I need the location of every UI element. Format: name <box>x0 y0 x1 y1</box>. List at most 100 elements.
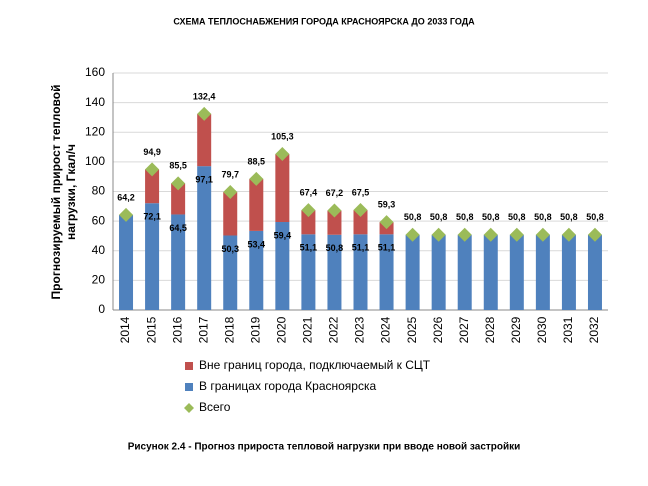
bar-segment <box>275 222 290 310</box>
data-label: 67,2 <box>326 188 344 198</box>
x-tick-label: 2030 <box>535 316 549 343</box>
legend-swatch <box>185 383 193 391</box>
caption: Рисунок 2.4 - Прогноз прироста тепловой … <box>128 442 521 453</box>
data-label: 132,4 <box>193 91 216 101</box>
total-marker <box>535 227 550 242</box>
bar-segment <box>327 234 342 310</box>
bar-segment <box>275 154 290 223</box>
x-tick-label: 2018 <box>222 316 236 343</box>
data-label: 97,1 <box>195 175 213 185</box>
legend-label: В границах города Красноярска <box>199 379 376 393</box>
bar-segment <box>353 234 368 310</box>
bar-segment <box>301 210 316 235</box>
data-label: 51,1 <box>300 243 318 253</box>
bar-segment <box>223 191 238 236</box>
data-label: 53,4 <box>248 239 266 249</box>
x-tick-label: 2028 <box>483 316 497 343</box>
y-tick-label: 40 <box>92 243 106 257</box>
y-axis-label: нагрузки, Гкал/ч <box>64 144 78 240</box>
x-tick-label: 2027 <box>457 316 471 343</box>
data-label: 85,5 <box>169 161 187 171</box>
data-label: 64,2 <box>117 192 135 202</box>
bar-segment <box>509 234 524 310</box>
x-tick-label: 2021 <box>301 316 315 343</box>
legend-swatch <box>185 362 193 370</box>
x-tick-label: 2031 <box>561 316 575 343</box>
total-marker <box>145 162 160 177</box>
x-tick-label: 2017 <box>196 316 210 343</box>
bar-segment <box>249 178 264 231</box>
total-marker <box>171 176 186 191</box>
bar-segment <box>483 234 498 310</box>
data-label: 72,1 <box>143 212 161 222</box>
data-label: 64,5 <box>169 223 187 233</box>
bar-segment <box>327 210 342 235</box>
bar-segment <box>405 234 420 310</box>
total-marker <box>249 171 264 186</box>
data-label: 51,1 <box>352 243 370 253</box>
bar-segment <box>587 234 602 310</box>
data-label: 50,3 <box>221 244 239 254</box>
chart-title: СХЕМА ТЕПЛОСНАБЖЕНИЯ ГОРОДА КРАСНОЯРСКА … <box>173 16 475 26</box>
data-label: 50,8 <box>482 212 500 222</box>
data-label: 50,8 <box>508 212 526 222</box>
data-label: 50,8 <box>430 212 448 222</box>
total-marker <box>223 184 238 199</box>
data-label: 50,8 <box>456 212 474 222</box>
x-tick-label: 2015 <box>144 316 158 343</box>
data-label: 50,8 <box>560 212 578 222</box>
total-marker <box>119 207 134 222</box>
data-label: 51,1 <box>378 243 396 253</box>
bar-segment <box>457 234 472 310</box>
total-marker <box>379 215 394 230</box>
y-tick-label: 20 <box>92 273 106 287</box>
bar-segment <box>171 214 186 310</box>
x-tick-label: 2025 <box>405 316 419 343</box>
data-label: 79,7 <box>221 169 239 179</box>
x-tick-label: 2020 <box>275 316 289 343</box>
bar-segment <box>535 234 550 310</box>
bar-segment <box>119 214 134 310</box>
bar-segment <box>145 169 160 204</box>
total-marker <box>197 106 212 121</box>
x-tick-label: 2019 <box>248 316 262 343</box>
total-marker <box>587 227 602 242</box>
data-label: 88,5 <box>248 156 266 166</box>
bar-segment <box>171 183 186 215</box>
y-tick-label: 60 <box>92 213 106 227</box>
legend-marker <box>184 403 194 413</box>
data-label: 94,9 <box>143 147 161 157</box>
y-tick-label: 160 <box>85 65 105 79</box>
x-tick-label: 2026 <box>431 316 445 343</box>
data-label: 50,8 <box>586 212 604 222</box>
data-label: 50,8 <box>404 212 422 222</box>
total-marker <box>275 147 290 162</box>
total-marker <box>431 227 446 242</box>
total-marker <box>327 203 342 218</box>
total-marker <box>301 203 316 218</box>
x-tick-label: 2014 <box>118 316 132 343</box>
y-tick-label: 100 <box>85 154 105 168</box>
data-label: 59,4 <box>274 230 292 240</box>
bar-segment <box>353 210 368 235</box>
bar-segment <box>249 230 264 310</box>
total-marker <box>483 227 498 242</box>
x-tick-label: 2023 <box>353 316 367 343</box>
y-tick-label: 0 <box>98 302 105 316</box>
bar-segment <box>301 234 316 310</box>
data-label: 67,5 <box>352 187 370 197</box>
bar-segment <box>223 235 238 310</box>
legend-label: Вне границ города, подключаемый к СЦТ <box>199 358 431 372</box>
x-tick-label: 2024 <box>379 316 393 343</box>
bar-segment <box>197 166 212 310</box>
total-marker <box>457 227 472 242</box>
bar-segment <box>431 234 446 310</box>
data-label: 105,3 <box>271 131 294 141</box>
data-label: 50,8 <box>326 243 344 253</box>
x-tick-label: 2029 <box>509 316 523 343</box>
legend-label: Всего <box>199 400 231 414</box>
bar-segment <box>379 234 394 310</box>
total-marker <box>405 227 420 242</box>
data-label: 67,4 <box>300 188 318 198</box>
bar-segment <box>145 203 160 310</box>
